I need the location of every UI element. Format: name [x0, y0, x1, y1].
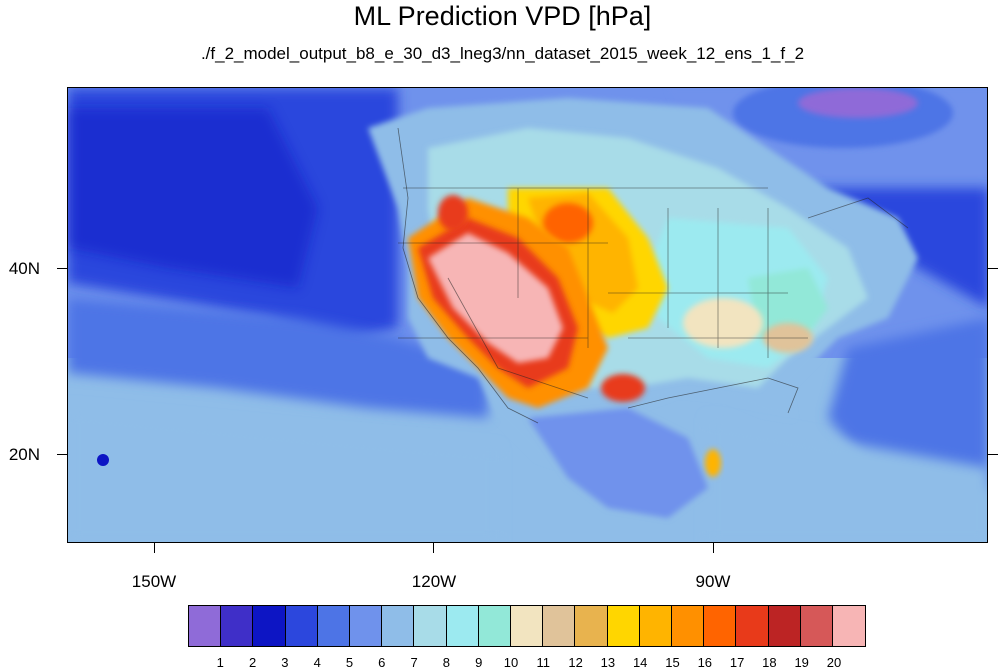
colorbar-label-9: 9: [475, 655, 483, 670]
tick-bottom-90w: [713, 543, 714, 553]
colorbar-box-0: [189, 606, 222, 646]
colorbar-label-2: 2: [248, 655, 257, 670]
colorbar-box-13: [607, 606, 640, 646]
west-coastline: [397, 127, 539, 424]
colorbar-box-14: [639, 606, 673, 646]
pacific-south: [68, 408, 498, 542]
colorbar-label-5: 5: [345, 655, 354, 670]
colorbar-label-17: 17: [729, 655, 745, 670]
hudson-bay-purple: [798, 88, 918, 118]
tick-left-20n: [57, 454, 67, 455]
colorbar-box-10: [511, 606, 544, 646]
colorbar-box-11: [543, 606, 576, 646]
colorbar-label-14: 14: [632, 655, 648, 670]
tick-right-40n: [988, 268, 998, 269]
colorbar-box-17: [736, 606, 769, 646]
colorbar-label-4: 4: [313, 655, 321, 670]
colorbar: [188, 605, 867, 647]
midwest-tan: [683, 298, 763, 348]
tick-right-20n: [988, 454, 998, 455]
lon-label-150w: 150W: [131, 572, 177, 591]
vpd-map: [67, 87, 988, 543]
colorbar-label-3: 3: [281, 655, 289, 670]
montana-red: [543, 203, 593, 243]
colorbar-label-20: 20: [826, 655, 842, 670]
colorbar-label-1: 1: [216, 655, 224, 670]
colorbar-box-5: [350, 606, 383, 646]
oregon-hot: [438, 195, 468, 231]
colorbar-label-16: 16: [697, 655, 713, 670]
colorbar-box-1: [221, 606, 254, 646]
tick-bottom-120w: [433, 543, 434, 553]
colorbar-label-7: 7: [410, 655, 418, 670]
colorbar-label-8: 8: [442, 655, 450, 670]
vpd-map-svg: [68, 88, 987, 542]
lon-label-90w: 90W: [695, 572, 731, 591]
pacific-mid: [68, 298, 488, 418]
tick-left-40n: [57, 268, 67, 269]
caribbean-band: [708, 418, 987, 542]
yucatan-warm: [705, 449, 721, 477]
colorbar-box-15: [672, 606, 705, 646]
map-subtitle: ./f_2_model_output_b8_e_30_d3_lneg3/nn_d…: [200, 44, 805, 63]
ne-pacific-core: [68, 108, 318, 288]
colorbar-label-10: 10: [503, 655, 519, 670]
gulf-coastline: [627, 377, 799, 414]
colorbar-box-3: [285, 606, 318, 646]
colorbar-box-12: [575, 606, 608, 646]
colorbar-box-18: [768, 606, 801, 646]
lat-label-40n: 40N: [8, 259, 40, 278]
colorbar-box-9: [478, 606, 512, 646]
colorbar-label-11: 11: [536, 655, 551, 670]
colorbar-box-4: [317, 606, 351, 646]
colorbar-label-18: 18: [762, 655, 777, 670]
hawaii-island: [97, 454, 109, 466]
texas-hot: [601, 374, 645, 402]
colorbar-box-7: [414, 606, 447, 646]
atlantic-mid: [828, 318, 987, 488]
southwest-pink: [428, 233, 563, 363]
mexico-blue: [528, 408, 708, 518]
map-title: ML Prediction VPD [hPa]: [353, 1, 652, 31]
tick-bottom-150w: [154, 543, 155, 553]
state-borders: [398, 187, 909, 399]
colorbar-box-20: [833, 606, 866, 646]
lon-label-120w: 120W: [411, 572, 457, 591]
colorbar-box-8: [446, 606, 479, 646]
colorbar-box-2: [253, 606, 286, 646]
colorbar-label-12: 12: [568, 655, 583, 670]
colorbar-label-15: 15: [665, 655, 680, 670]
colorbar-box-6: [382, 606, 415, 646]
colorbar-box-19: [800, 606, 834, 646]
lat-label-20n: 20N: [8, 445, 40, 464]
colorbar-label-19: 19: [794, 655, 809, 670]
colorbar-box-16: [704, 606, 737, 646]
colorbar-label-6: 6: [378, 655, 386, 670]
colorbar-label-13: 13: [600, 655, 616, 670]
